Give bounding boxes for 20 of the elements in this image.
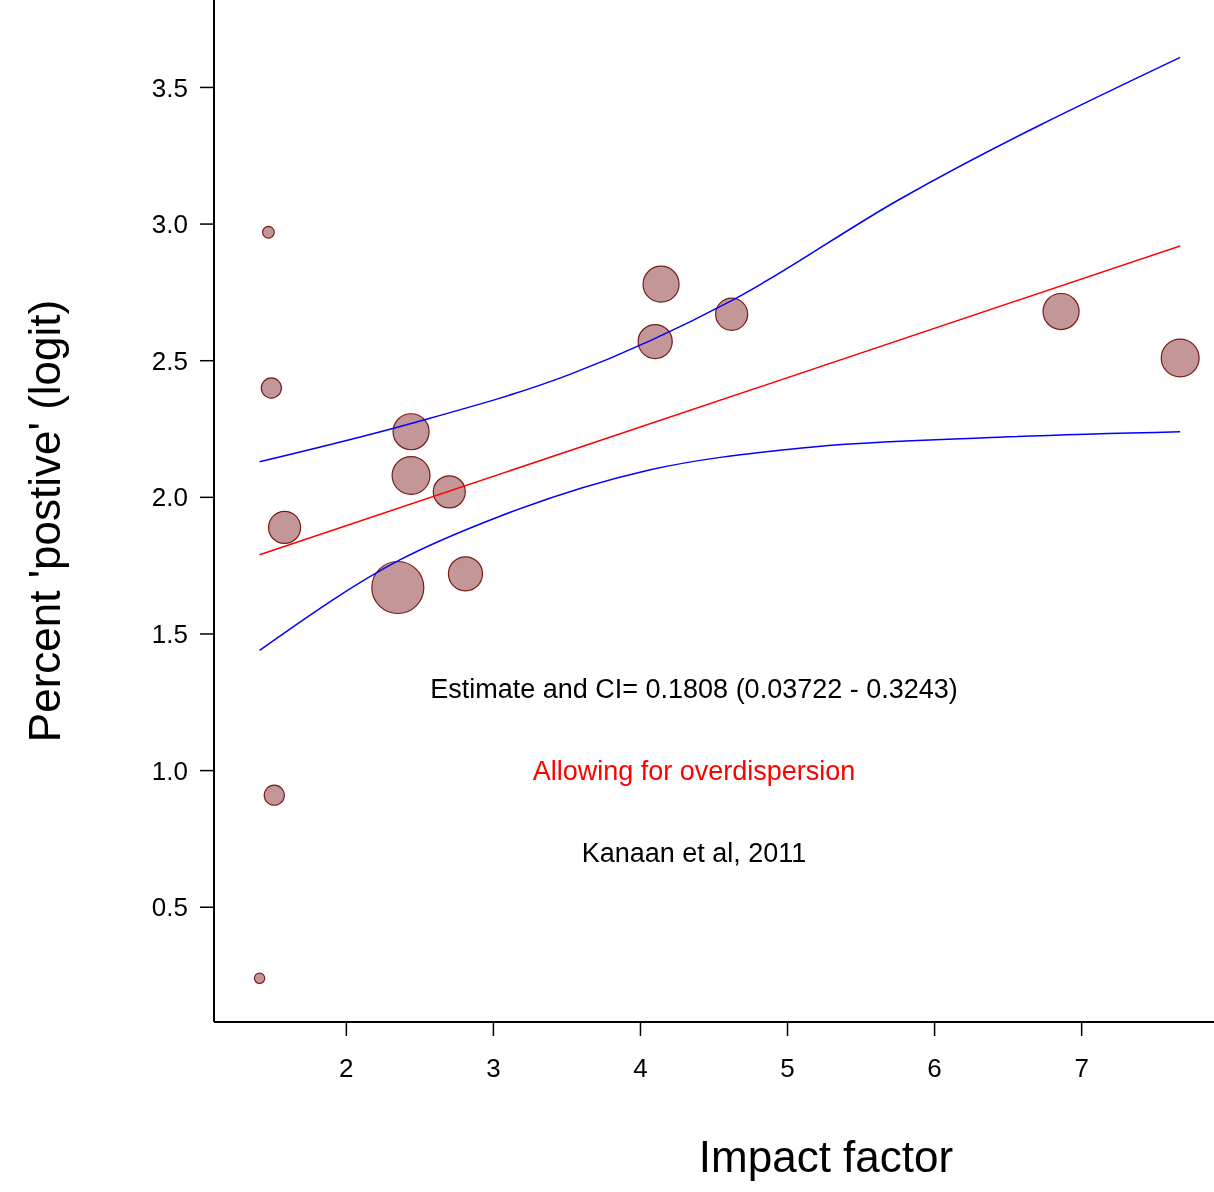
- y-tick-label: 1.0: [151, 755, 188, 786]
- y-tick-label: 2.0: [151, 482, 188, 513]
- x-tick-label: 3: [486, 1053, 501, 1083]
- y-tick-label: 0.5: [151, 892, 188, 923]
- y-tick-label: 1.5: [151, 619, 188, 650]
- x-tick-label: 7: [1074, 1053, 1089, 1083]
- x-tick-label: 5: [780, 1053, 795, 1083]
- line-series: [258, 431, 1181, 652]
- annotation: Allowing for overdispersion: [532, 756, 856, 787]
- annotation: Estimate and CI= 0.1808 (0.03722 - 0.3243): [430, 674, 958, 705]
- y-tick-label: 2.5: [151, 345, 188, 376]
- y-tick-label: 3.0: [151, 209, 188, 240]
- x-tick-label: 2: [339, 1053, 354, 1083]
- y-tick-label: 3.5: [151, 72, 188, 103]
- y-axis-title: Percent 'postive' (logit): [20, 299, 69, 743]
- line-series: [258, 56, 1181, 463]
- annotation: Kanaan et al, 2011: [581, 837, 807, 868]
- x-axis-title: Impact factor: [698, 1132, 954, 1181]
- x-tick-label: 6: [927, 1053, 942, 1083]
- x-tick-label: 4: [633, 1053, 648, 1083]
